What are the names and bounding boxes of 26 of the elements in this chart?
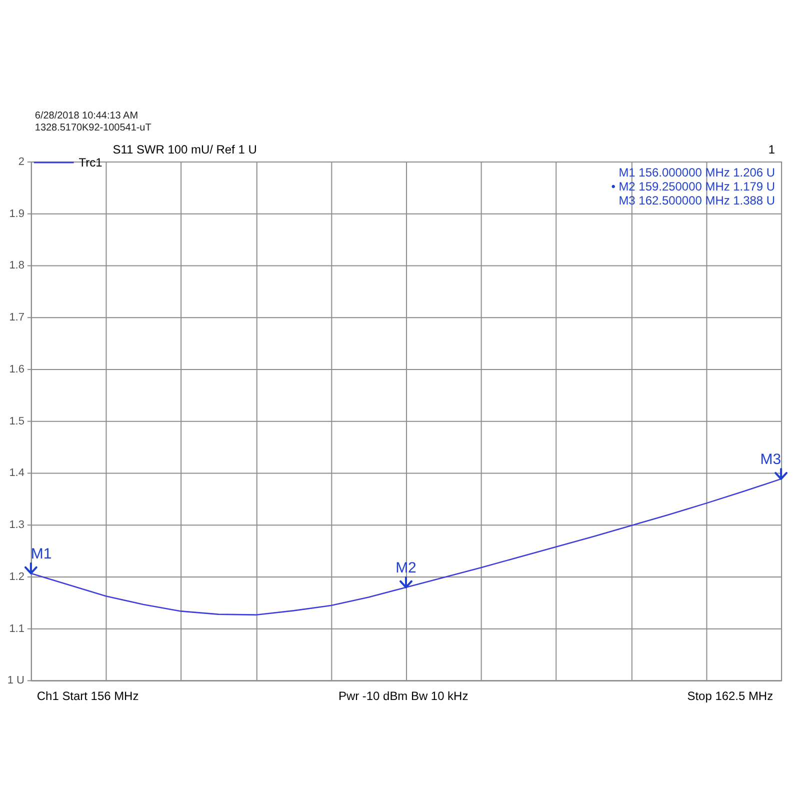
chart-title: S11 SWR 100 mU/ Ref 1 U	[112, 142, 257, 157]
annotation: M2	[396, 559, 416, 576]
text: 1	[768, 142, 776, 157]
y-tick-label: 1.7	[9, 312, 24, 324]
legend-label: Trc1	[78, 155, 103, 170]
y-tick-label: 1 U	[7, 674, 25, 687]
y-tick-label: 1.8	[9, 260, 24, 272]
y-tick-label: 2	[18, 156, 24, 168]
text: 6/28/2018 10:44:13 AM	[34, 110, 138, 122]
text: Ch1 Start 156 MHz	[36, 689, 139, 704]
y-tick-label: 1.9	[9, 208, 24, 220]
annotation: • M2 159.250000 MHz 1.179 U	[611, 179, 776, 194]
annotation: M1	[30, 545, 52, 562]
text: Pwr -10 dBm Bw 10 kHz	[338, 689, 468, 704]
y-tick-label: 1.4	[9, 467, 24, 480]
y-tick-label: 1.3	[9, 519, 24, 532]
y-tick-label: 1.2	[9, 570, 24, 583]
text: 1328.5170K92-100541-uT	[34, 122, 152, 134]
annotation: M3 162.500000 MHz 1.388 U	[618, 193, 776, 208]
y-tick-label: 1.6	[9, 363, 24, 376]
annotation: M3	[760, 450, 782, 468]
text: Stop 162.5 MHz	[687, 689, 774, 704]
y-tick-label: 1.5	[9, 415, 24, 428]
annotation: M1 156.000000 MHz 1.206 U	[618, 165, 776, 180]
y-tick-label: 1.1	[9, 622, 24, 635]
line-series	[30, 478, 782, 616]
